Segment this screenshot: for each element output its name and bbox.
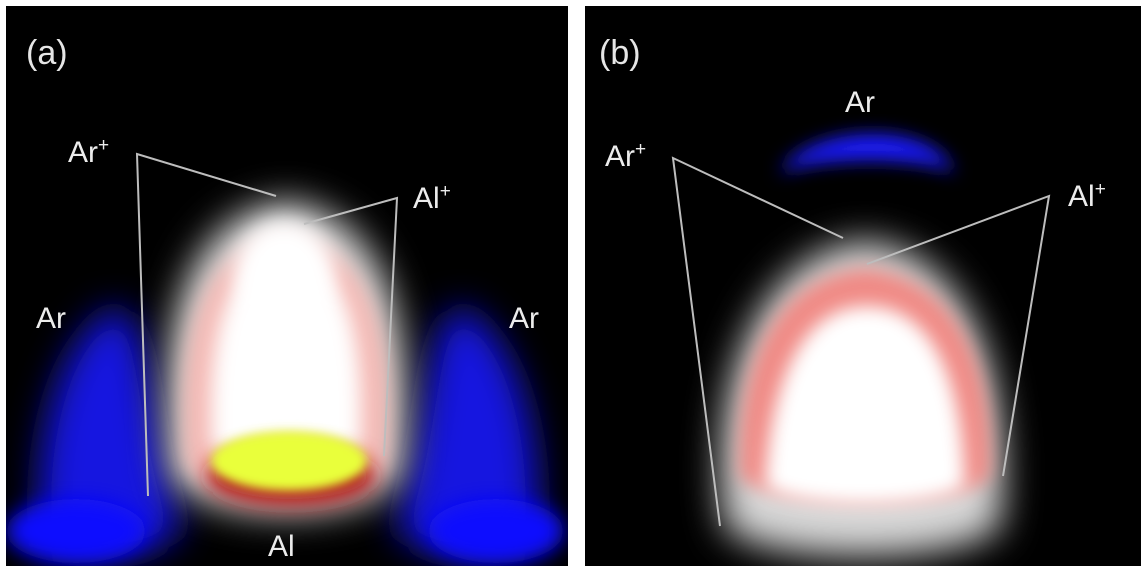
plume-illustration-b (671, 134, 1051, 556)
panel-b: (b) Ar Ar+ Al+ (585, 6, 1141, 566)
label-ar-left: Ar (36, 302, 66, 335)
label-al-neutral: Al (268, 530, 295, 563)
ar-neutral-cloud (780, 134, 955, 174)
ion-plume (720, 241, 1003, 556)
panel-label-b: (b) (599, 34, 641, 72)
panel-a: (a) Ar+ Al+ Ar Ar Al (6, 6, 568, 566)
leader-lines (135, 152, 399, 497)
label-al-ion: Al+ (1068, 179, 1106, 213)
al-neutral-cloud (206, 431, 376, 506)
label-ar-top: Ar (845, 86, 875, 119)
ar-neutral-cloud (39, 306, 538, 557)
plume-illustration-a (6, 152, 564, 563)
label-ar-ion: Ar+ (68, 135, 110, 169)
label-ar-ion: Ar+ (605, 139, 647, 173)
label-al-ion: Al+ (413, 181, 451, 215)
ion-plume (167, 201, 405, 514)
panel-label-a: (a) (26, 34, 68, 72)
leader-lines (671, 156, 1051, 527)
label-ar-right: Ar (509, 302, 539, 335)
